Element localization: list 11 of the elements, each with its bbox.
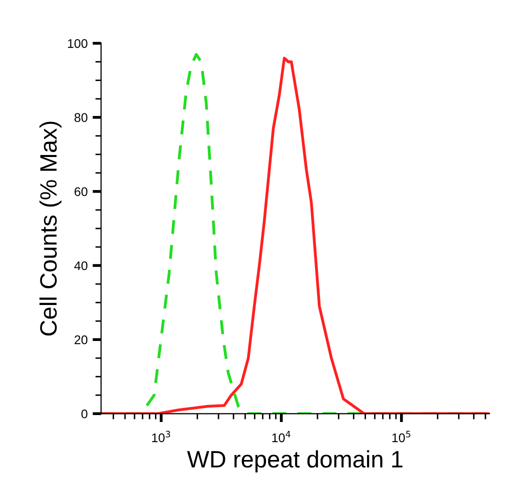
x-tick-label: 10$^{3}$ bbox=[152, 430, 170, 442]
y-tick-label: 80 bbox=[74, 113, 88, 122]
y-tick-label: 100 bbox=[68, 39, 88, 48]
y-axis-title: Cell Counts (% Max) bbox=[39, 122, 62, 336]
y-tick-label: 20 bbox=[74, 335, 88, 344]
y-tick-label: 40 bbox=[74, 261, 88, 270]
y-tick-label: 0 bbox=[81, 409, 88, 418]
x-axis-title: WD repeat domain 1 bbox=[187, 450, 402, 472]
y-tick-label: 60 bbox=[74, 187, 88, 196]
x-tick-label: 10$^{4}$ bbox=[272, 430, 290, 442]
x-tick-label: 10$^{5}$ bbox=[392, 430, 410, 442]
